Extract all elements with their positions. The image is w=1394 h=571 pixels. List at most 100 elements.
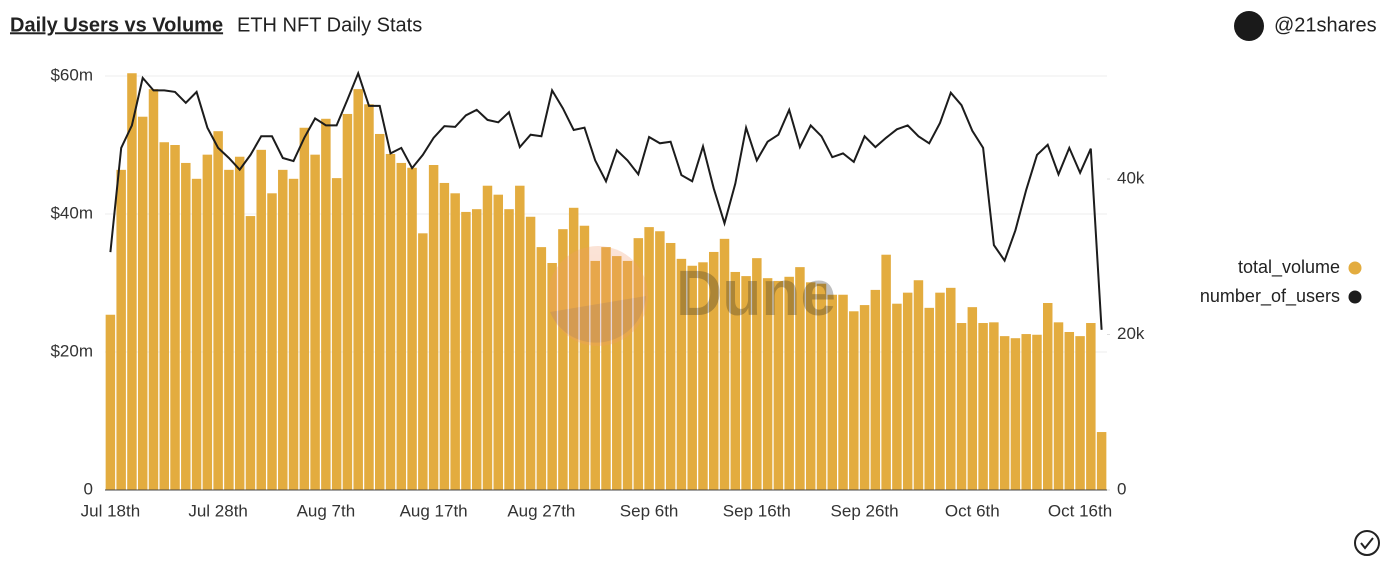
legend-swatch xyxy=(1348,290,1362,304)
bar xyxy=(568,207,579,491)
bar xyxy=(1096,432,1107,490)
bar xyxy=(989,322,999,490)
bar xyxy=(913,280,924,490)
bar xyxy=(1032,334,1042,490)
bar xyxy=(590,260,600,490)
bar xyxy=(698,262,708,490)
bar xyxy=(924,307,934,490)
bar xyxy=(471,209,482,491)
bar xyxy=(870,289,881,490)
x-tick-label: Sep 6th xyxy=(620,501,679,520)
bar xyxy=(342,113,353,490)
bar xyxy=(935,292,945,490)
status-icon[interactable] xyxy=(1354,530,1380,556)
watermark-text: Dune xyxy=(676,257,836,329)
y-tick-label: $20m xyxy=(50,341,93,360)
bar xyxy=(612,256,622,490)
bar xyxy=(504,209,514,491)
bar xyxy=(191,178,202,490)
bar xyxy=(482,185,493,490)
bar xyxy=(213,131,223,490)
y2-tick-label: 0 xyxy=(1117,479,1126,498)
bar xyxy=(396,162,407,490)
legend-label: number_of_users xyxy=(1200,286,1340,307)
bar xyxy=(428,165,439,490)
bar xyxy=(741,276,751,490)
bar xyxy=(375,133,385,490)
bar xyxy=(364,104,374,490)
bar xyxy=(978,323,988,490)
bar xyxy=(299,127,310,490)
chart-title[interactable]: Daily Users vs Volume xyxy=(10,14,223,36)
bar xyxy=(159,142,169,491)
bar xyxy=(956,323,967,490)
bar xyxy=(1010,338,1021,490)
bar xyxy=(450,193,460,491)
bar xyxy=(762,278,773,490)
bar xyxy=(752,258,762,490)
bar xyxy=(709,251,719,490)
bar xyxy=(1086,323,1096,490)
bar xyxy=(676,258,687,490)
bar xyxy=(892,303,902,490)
bar xyxy=(579,225,590,491)
bar xyxy=(730,271,741,490)
bar xyxy=(644,227,654,491)
x-tick-label: Oct 6th xyxy=(945,501,1000,520)
bar xyxy=(353,89,363,491)
bar xyxy=(805,282,816,490)
bar xyxy=(202,154,213,490)
bar xyxy=(1064,331,1075,490)
bar xyxy=(525,216,536,490)
bar xyxy=(967,307,978,490)
bar xyxy=(633,238,644,490)
y-tick-label: 0 xyxy=(84,479,93,498)
bar xyxy=(795,267,805,490)
bar xyxy=(245,216,256,490)
bar xyxy=(1043,303,1053,490)
bar xyxy=(946,287,956,490)
bar xyxy=(665,242,676,490)
legend-label: total_volume xyxy=(1238,257,1340,278)
bar xyxy=(849,311,859,490)
bar xyxy=(902,292,913,490)
y2-tick-label: 40k xyxy=(1117,168,1145,187)
bar xyxy=(859,305,870,490)
bar xyxy=(1021,334,1031,490)
bar xyxy=(418,233,428,490)
bar xyxy=(234,156,245,491)
bar xyxy=(321,118,331,490)
bar xyxy=(181,162,191,490)
bar xyxy=(148,89,159,491)
x-tick-label: Sep 16th xyxy=(723,501,791,520)
bar xyxy=(288,178,299,490)
bar xyxy=(655,231,665,490)
y-tick-label: $60m xyxy=(50,65,93,84)
watermark: Dune xyxy=(548,246,836,346)
y2-tick-label: 20k xyxy=(1117,324,1145,343)
bar xyxy=(687,265,697,490)
bar xyxy=(385,153,396,490)
x-tick-label: Jul 18th xyxy=(81,501,141,520)
plot-area xyxy=(105,70,1110,491)
legend-swatch xyxy=(1348,261,1362,275)
bar xyxy=(439,182,450,490)
bar xyxy=(137,116,148,491)
bar xyxy=(515,185,525,490)
bar xyxy=(1075,336,1085,490)
x-tick-label: Sep 26th xyxy=(831,501,899,520)
bar xyxy=(127,73,137,491)
line xyxy=(109,70,1103,330)
bar xyxy=(838,294,848,490)
bar xyxy=(999,336,1010,490)
x-tick-label: Aug 7th xyxy=(297,501,356,520)
avatar[interactable] xyxy=(1234,11,1264,41)
bar xyxy=(773,280,784,490)
bar xyxy=(267,193,277,491)
x-tick-label: Oct 16th xyxy=(1048,501,1112,520)
author[interactable]: @21shares xyxy=(1274,14,1377,36)
bar xyxy=(881,254,891,490)
chart-subtitle: ETH NFT Daily Stats xyxy=(237,14,422,36)
bar xyxy=(331,178,342,490)
